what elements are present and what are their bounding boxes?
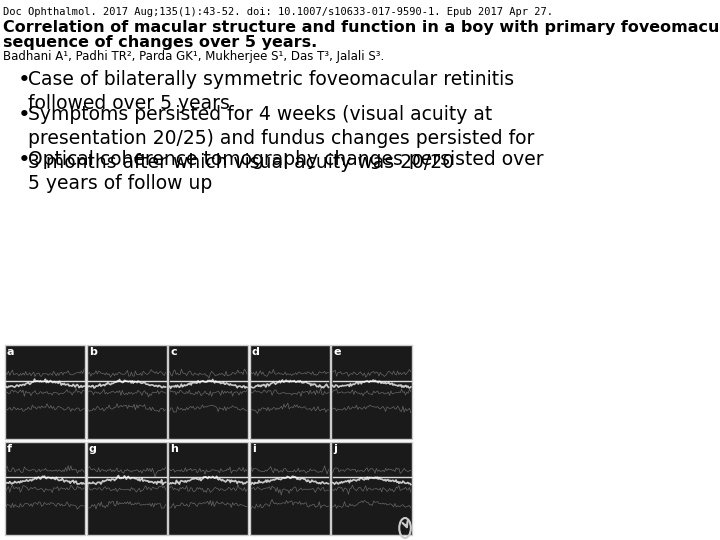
Text: a: a [6, 347, 14, 357]
Bar [87, 442, 167, 535]
Text: e: e [333, 347, 341, 357]
Text: g: g [89, 443, 96, 454]
Text: i: i [252, 443, 256, 454]
Bar [250, 345, 330, 438]
Text: Badhani A¹, Padhi TR², Parda GK¹, Mukherjee S¹, Das T³, Jalali S³.: Badhani A¹, Padhi TR², Parda GK¹, Mukher… [3, 50, 384, 63]
Text: Doc Ophthalmol. 2017 Aug;135(1):43-52. doi: 10.1007/s10633-017-9590-1. Epub 2017: Doc Ophthalmol. 2017 Aug;135(1):43-52. d… [3, 7, 553, 17]
Text: Optical coherence tomography changes persisted over
5 years of follow up: Optical coherence tomography changes per… [28, 150, 544, 193]
Bar [331, 345, 412, 438]
Text: d: d [252, 347, 259, 357]
Bar [168, 345, 248, 438]
Text: c: c [170, 347, 177, 357]
Bar [4, 442, 85, 535]
Text: •: • [17, 70, 30, 90]
Text: j: j [333, 443, 337, 454]
Bar [168, 442, 248, 535]
Text: •: • [17, 150, 30, 170]
Text: h: h [170, 443, 178, 454]
Bar [87, 345, 167, 438]
Bar [4, 345, 85, 438]
Text: Symptoms persisted for 4 weeks (visual acuity at
presentation 20/25) and fundus : Symptoms persisted for 4 weeks (visual a… [28, 105, 534, 172]
Text: Case of bilaterally symmetric foveomacular retinitis
followed over 5 years: Case of bilaterally symmetric foveomacul… [28, 70, 514, 113]
Text: sequence of changes over 5 years.: sequence of changes over 5 years. [3, 35, 317, 50]
Text: •: • [17, 105, 30, 125]
Text: Correlation of macular structure and function in a boy with primary foveomacular: Correlation of macular structure and fun… [3, 20, 720, 35]
Bar [331, 442, 412, 535]
Bar [250, 442, 330, 535]
Text: b: b [89, 347, 96, 357]
Text: f: f [6, 443, 12, 454]
